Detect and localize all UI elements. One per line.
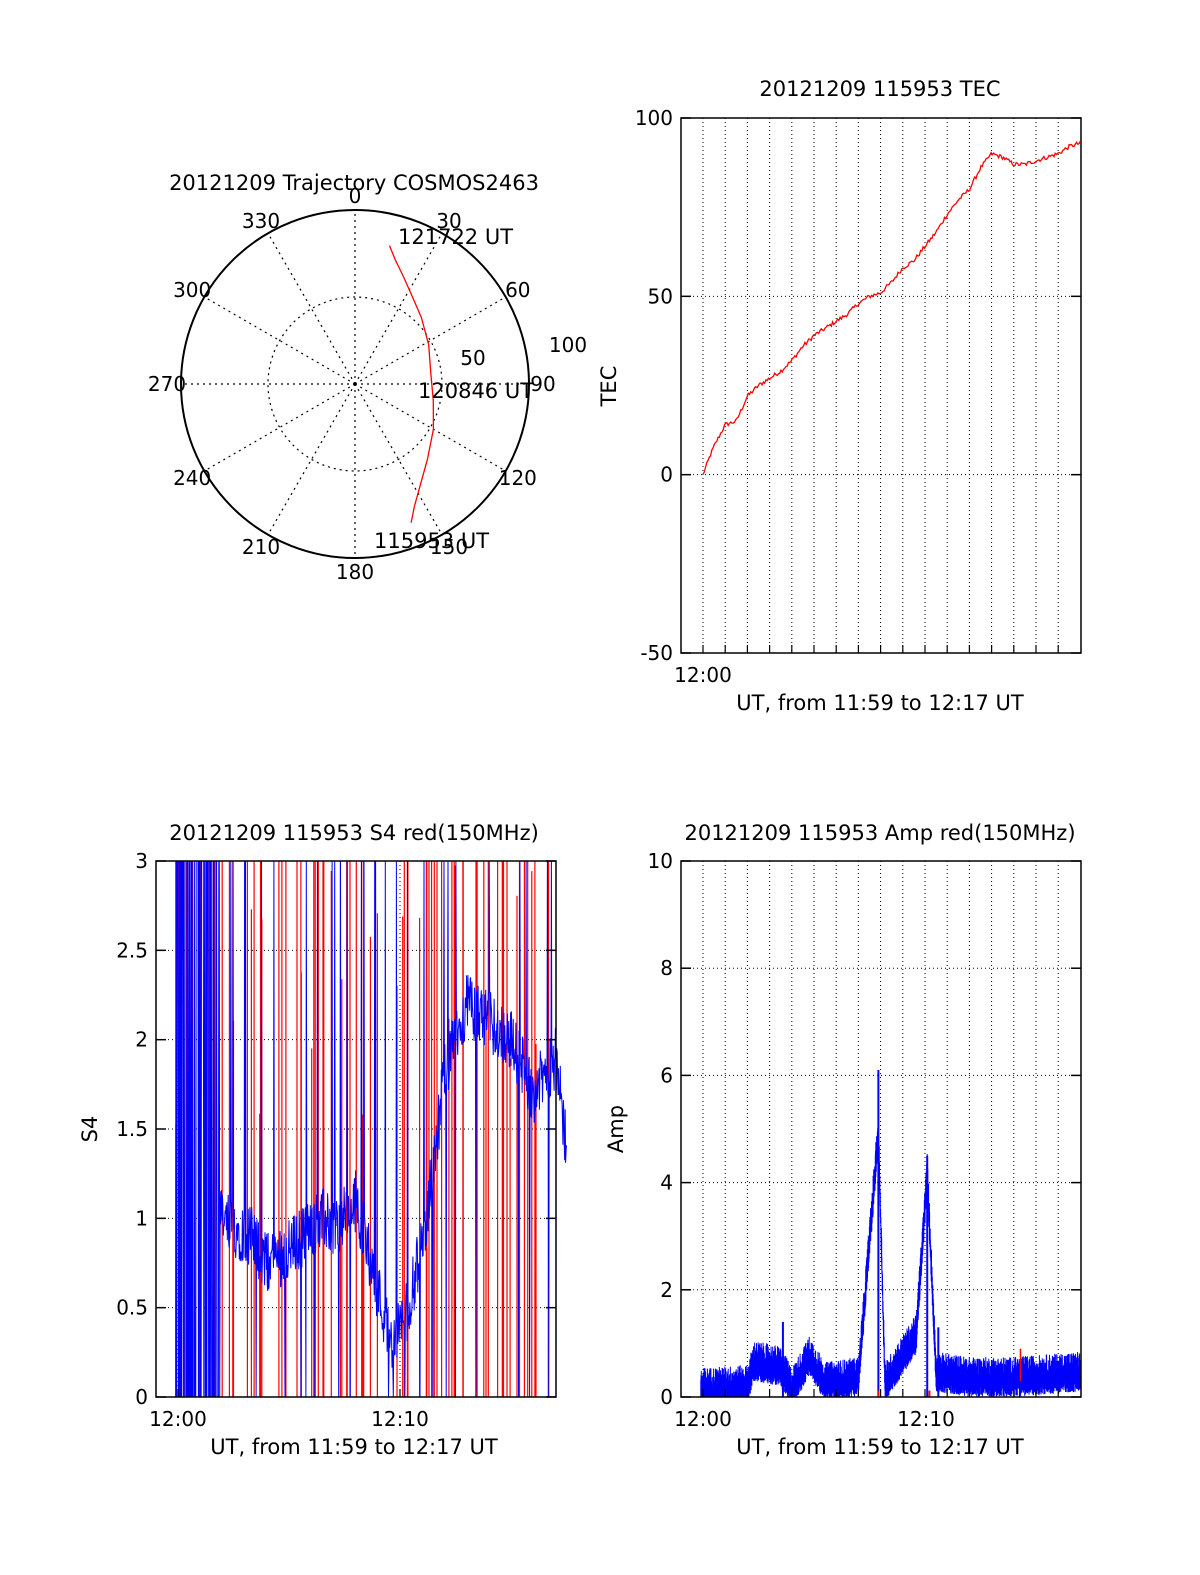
s4-ticks: 0 0.5 1 1.5 2 2.5 3 [116,849,556,1409]
polar-azimuth-labels: 0 30 60 90 120 150 180 210 240 270 300 330 [148,184,556,584]
amp-ylabel: Amp [604,1105,628,1153]
ytick-label-2: 2 [135,1028,148,1052]
polar-spoke-120 [354,383,506,472]
tec-ylabel: TEC [597,366,621,408]
ytick-label-8: 8 [660,956,673,980]
tec-grid [681,118,1081,653]
amp-xtick-1200: 12:00 [674,1407,732,1431]
polar-spoke-150 [354,383,443,535]
amp-xtick-1210: 12:10 [897,1407,955,1431]
polar-inner-ring [267,296,443,472]
amp-blue-series [700,1070,1081,1397]
polar-spoke-330 [267,233,356,385]
polar-azimuth-label-270: 270 [148,372,186,396]
polar-spoke-240 [204,383,356,472]
s4-panel: 20121209 115953 S4 red(150MHz) 0 0.5 1 1.5 2… [78,821,567,1459]
ytick-label-0: 0 [135,1385,148,1409]
ytick-label-100: 100 [635,106,673,130]
amp-title: 20121209 115953 Amp red(150MHz) [684,821,1075,845]
ytick-label-0: 0 [660,1385,673,1409]
trajectory-track [388,245,435,523]
amp-ticks: 0 2 4 6 8 10 [648,849,1081,1409]
trajectory-title: 20121209 Trajectory COSMOS2463 [169,171,539,195]
polar-spoke-30 [354,233,443,385]
amp-xlabel: UT, from 11:59 to 12:17 UT [736,1435,1024,1459]
ytick-label-0: 0 [660,463,673,487]
tec-xlabel: UT, from 11:59 to 12:17 UT [736,691,1024,715]
s4-xlabel: UT, from 11:59 to 12:17 UT [210,1435,498,1459]
ytick-label-10: 10 [648,849,673,873]
ytick-label-2.5: 2.5 [116,938,148,962]
ytick-label-1: 1 [135,1206,148,1230]
tec-panel: 20121209 115953 TEC -50 0 50 100 12:00 UT, … [597,77,1082,715]
ytick-label-2: 2 [660,1278,673,1302]
polar-spoke-210 [267,383,356,535]
polar-azimuth-label-180: 180 [336,560,374,584]
s4-title: 20121209 115953 S4 red(150MHz) [169,821,539,845]
polar-outer-ring [180,209,530,559]
s4-blue-trace [175,860,567,1398]
annotation-end-time: 121722 UT [398,225,513,249]
polar-azimuth-label-90: 90 [530,372,555,396]
polar-spoke-60 [354,296,506,385]
polar-azimuth-label-30: 30 [436,209,461,233]
s4-xtick-1200: 12:00 [149,1407,207,1431]
polar-azimuth-label-240: 240 [173,466,211,490]
polar-radial-label-100: 100 [549,333,587,357]
polar-azimuth-label-0: 0 [349,184,362,208]
ytick-label-6: 6 [660,1063,673,1087]
annotation-start-time: 115953 UT [374,529,489,553]
tec-title: 20121209 115953 TEC [759,77,1000,101]
amp-panel: 20121209 115953 Amp red(150MHz) 0246810 … [604,821,1082,1459]
polar-azimuth-label-300: 300 [173,278,211,302]
polar-spokes [181,210,529,558]
ytick-label-3: 3 [135,849,148,873]
ytick-label-1.5: 1.5 [116,1117,148,1141]
ytick-label-4: 4 [660,1171,673,1195]
s4-ylabel: S4 [78,1116,102,1143]
polar-spoke-300 [204,296,356,385]
amp-grid [681,861,1081,1397]
amp-blue-trace [700,1114,1081,1397]
ytick-label-50: 50 [648,284,673,308]
ytick-label-0.5: 0.5 [116,1296,148,1320]
s4-blue-series [175,860,567,1398]
polar-azimuth-label-60: 60 [505,278,530,302]
trajectory-panel: 20121209 Trajectory COSMOS2463 030609012… [148,171,587,584]
tec-xtick-1200: 12:00 [674,663,732,687]
polar-azimuth-label-210: 210 [242,535,280,559]
polar-azimuth-label-150: 150 [430,535,468,559]
tec-series-line [702,140,1081,475]
polar-azimuth-label-330: 330 [242,209,280,233]
amp-red-series [877,1348,1022,1397]
tec-ticks: -50 0 50 100 [635,106,1081,665]
polar-azimuth-label-120: 120 [499,466,537,490]
annotation-mid-time: 120846 UT [418,379,533,403]
s4-xtick-1210: 12:10 [371,1407,429,1431]
polar-radial-label-50: 50 [460,346,485,370]
ytick-label--50: -50 [640,641,673,665]
